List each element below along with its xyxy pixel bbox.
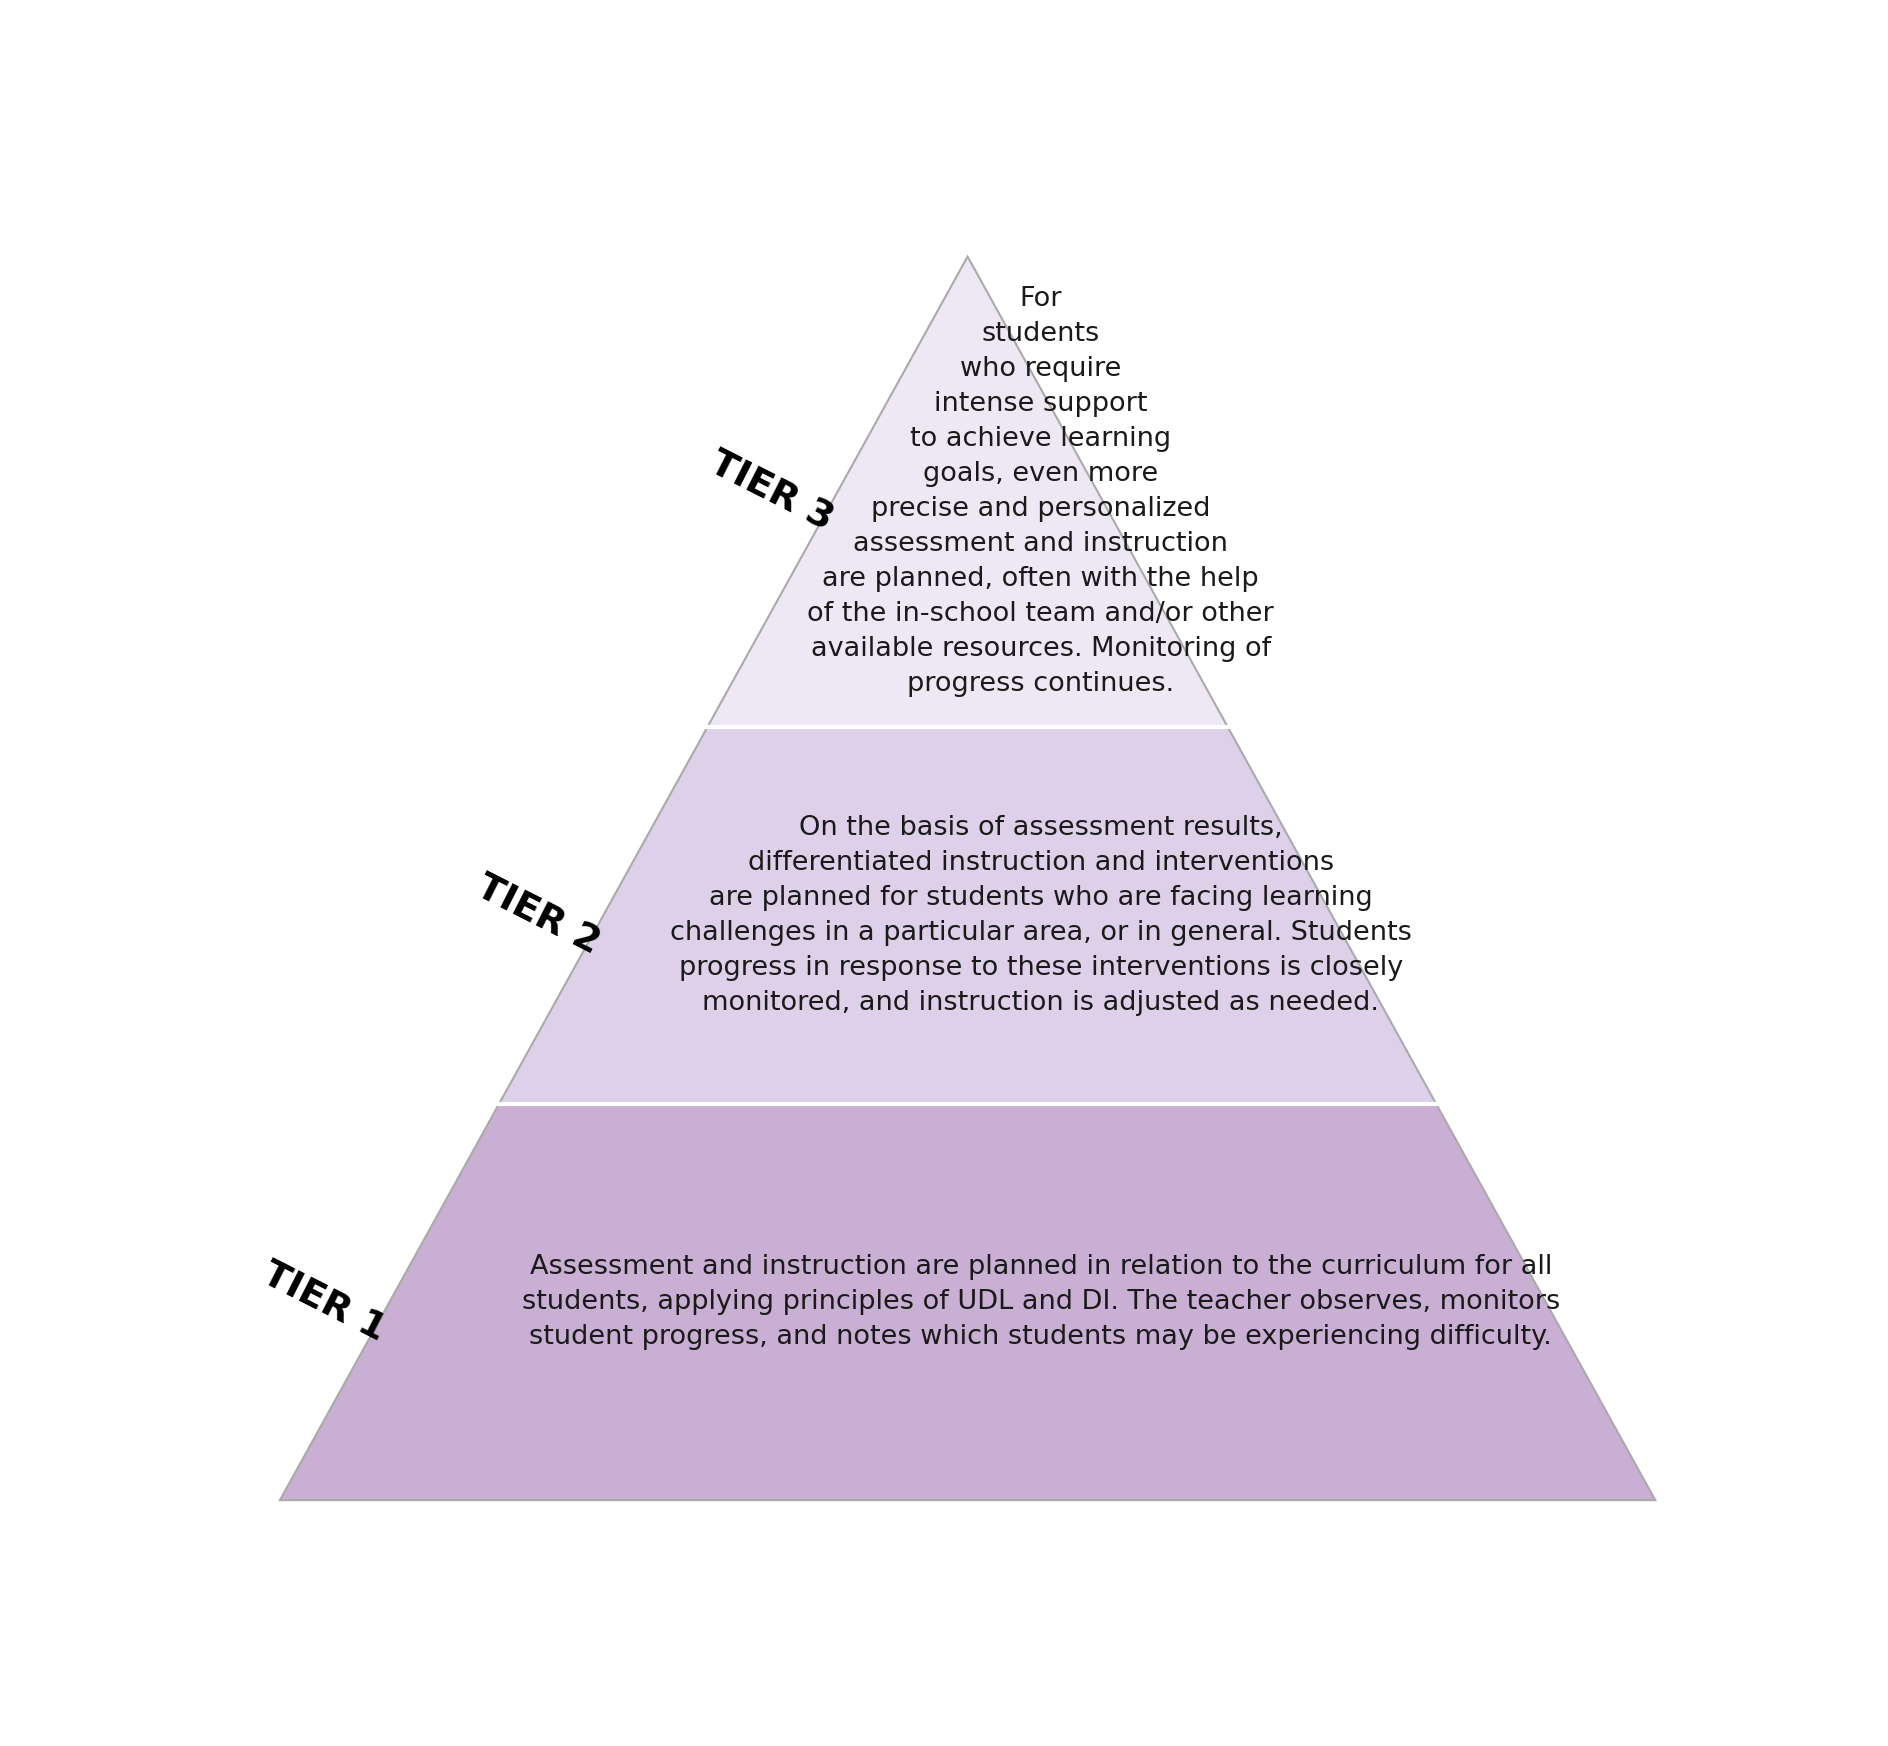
Text: TIER 2: TIER 2 [470,870,604,962]
Text: TIER 1: TIER 1 [257,1255,391,1348]
Text: For
students
who require
intense support
to achieve learning
goals, even more
pr: For students who require intense support… [808,286,1274,697]
Polygon shape [498,726,1437,1103]
Text: TIER 3: TIER 3 [704,445,838,538]
Polygon shape [708,257,1227,726]
Polygon shape [279,1103,1656,1500]
Text: Assessment and instruction are planned in relation to the curriculum for all
stu: Assessment and instruction are planned i… [521,1254,1559,1350]
Text: On the basis of assessment results,
differentiated instruction and interventions: On the basis of assessment results, diff… [670,815,1412,1016]
